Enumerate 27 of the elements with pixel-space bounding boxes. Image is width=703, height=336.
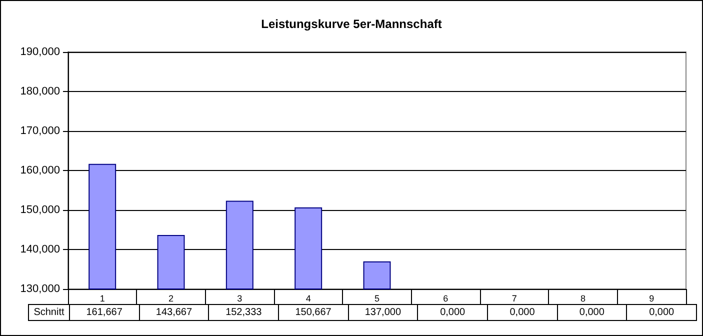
y-tick-label: 130,000 — [20, 283, 60, 295]
data-label: 152,333 — [208, 304, 278, 320]
x-tick-label: 6 — [443, 294, 448, 304]
data-label: 143,667 — [139, 304, 209, 320]
text: 0,000 — [649, 307, 674, 318]
y-tick-label: 150,000 — [20, 204, 60, 216]
y-tick-label: 170,000 — [20, 125, 60, 137]
text: Schnitt — [28, 304, 70, 320]
data-label: 150,667 — [278, 304, 348, 320]
x-tick-label: 7 — [512, 294, 517, 304]
y-tick-label: 190,000 — [20, 46, 60, 58]
data-label: 137,000 — [348, 304, 418, 320]
x-tick-label: 3 — [237, 294, 242, 304]
text: 0,000 — [510, 307, 535, 318]
text: 0,000 — [579, 307, 604, 318]
x-tick-label: 5 — [374, 294, 380, 304]
text: 0,000 — [440, 307, 466, 318]
y-tick-label: 180,000 — [20, 86, 60, 98]
y-tick-label: 160,000 — [20, 164, 60, 176]
x-tick-label: 8 — [580, 294, 586, 304]
x-tick-label: 9 — [649, 294, 654, 304]
y-tick-label: 140,000 — [20, 244, 60, 256]
chart-title: Leistungskurve 5er-Mannschaft — [261, 17, 442, 31]
x-tick-label: 2 — [168, 294, 174, 304]
x-tick-label: 1 — [100, 294, 105, 304]
data-label: 161,667 — [70, 304, 140, 320]
x-tick-label: 4 — [306, 294, 311, 304]
